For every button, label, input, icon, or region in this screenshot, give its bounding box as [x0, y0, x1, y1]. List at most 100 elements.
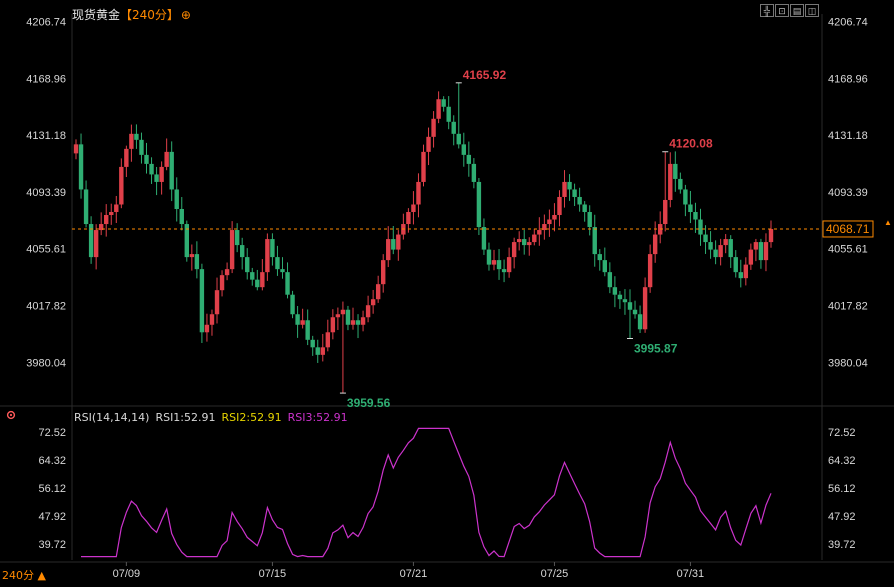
candle-body	[300, 320, 305, 325]
candle-body	[753, 242, 759, 250]
candle-body	[169, 151, 174, 190]
candle-body	[295, 314, 300, 325]
candle-body	[708, 242, 713, 250]
candle-body	[421, 151, 426, 182]
candle-body	[587, 212, 592, 228]
candle-body	[506, 257, 512, 273]
candle-body	[149, 163, 154, 175]
candle-body	[98, 224, 104, 231]
candle-body	[360, 317, 366, 325]
low-label: 3959.56	[347, 396, 391, 410]
candle-body	[234, 230, 240, 246]
candle-body	[501, 269, 507, 273]
candle-body	[537, 230, 542, 235]
candle-body	[310, 339, 315, 348]
candle-body	[768, 228, 774, 243]
candle-body	[93, 230, 99, 258]
candle-body	[330, 317, 336, 333]
candle-body	[511, 242, 517, 258]
rsi1-value: RSI1:52.91	[155, 411, 216, 424]
candle-body	[496, 260, 502, 270]
candle-body	[134, 133, 139, 140]
rsi2-value: RSI2:52.91	[221, 411, 282, 424]
candle-body	[114, 204, 119, 213]
period-selector[interactable]: 240分 ▲	[2, 567, 46, 583]
settings-icon[interactable]	[5, 410, 17, 420]
target-icon[interactable]: ⊕	[180, 8, 191, 22]
candle-body	[164, 151, 169, 167]
candle-body	[668, 163, 673, 200]
candle-body	[320, 347, 325, 355]
candle-body	[411, 204, 416, 213]
candle-body	[386, 239, 391, 261]
candle-body	[325, 332, 331, 348]
indicator-icon[interactable]: ▤	[790, 4, 804, 17]
instrument-name: 现货黄金	[72, 8, 121, 22]
rsi-line	[81, 427, 772, 558]
candle-body	[88, 224, 94, 258]
candle-body	[381, 260, 386, 285]
price-tick-right: 3980.04	[828, 357, 868, 369]
time-tick-label: 07/21	[400, 568, 428, 580]
candle-body	[733, 257, 738, 273]
candle-body	[738, 272, 743, 279]
candle-body	[144, 154, 149, 164]
candle-body	[673, 163, 678, 179]
rsi-tick-right: 72.52	[828, 427, 856, 439]
candle-body	[562, 181, 567, 197]
candle-body	[527, 242, 532, 246]
candle-body	[219, 275, 225, 291]
candle-body	[250, 272, 255, 280]
candle-body	[607, 272, 613, 288]
candle-body	[184, 224, 189, 258]
candle-body	[214, 290, 220, 315]
price-tick-left: 4017.82	[26, 300, 66, 312]
candle-body	[199, 269, 205, 333]
rsi-legend: RSI(14,14,14) RSI1:52.91 RSI2:52.91 RSI3:52…	[74, 411, 354, 424]
candle-body	[577, 196, 582, 205]
price-tick-right: 4017.82	[828, 300, 868, 312]
candle-body	[743, 264, 749, 279]
candle-body	[350, 320, 356, 325]
candle-body	[532, 234, 537, 243]
price-tick-right: 4055.61	[828, 244, 868, 256]
candle-body	[698, 219, 703, 235]
price-tick-left: 4206.74	[26, 16, 66, 28]
rsi-tick-left: 56.12	[38, 483, 66, 495]
candle-body	[391, 239, 396, 250]
candle-body	[104, 215, 109, 225]
chart-title: 现货黄金【240分】 ⊕	[72, 6, 191, 23]
candle-body	[159, 166, 164, 182]
candle-body	[275, 257, 280, 270]
candle-body	[370, 299, 376, 306]
candle-body	[647, 254, 653, 288]
candle-body	[763, 242, 769, 261]
price-tick-right: 4168.96	[828, 73, 868, 85]
crosshair-icon[interactable]: ╬	[760, 4, 774, 17]
candle-body	[703, 234, 708, 243]
candle-body	[572, 189, 577, 197]
time-tick-label: 07/25	[541, 568, 569, 580]
rsi3-value: RSI3:52.91	[287, 411, 348, 424]
candle-body	[255, 279, 260, 288]
candle-body	[557, 196, 562, 216]
candle-body	[209, 314, 215, 325]
candle-body	[290, 294, 295, 315]
candle-body	[602, 260, 608, 273]
rsi-tick-right: 64.32	[828, 455, 856, 467]
fit-icon[interactable]: ⊡	[775, 4, 789, 17]
candle-body	[642, 287, 648, 330]
rsi-tick-right: 47.92	[828, 511, 856, 523]
candle-body	[154, 174, 159, 182]
candle-body	[582, 204, 587, 213]
candle-body	[189, 254, 195, 258]
candle-body	[83, 189, 89, 225]
candle-body	[194, 254, 200, 270]
period-label[interactable]: 【240分】	[120, 8, 179, 22]
high-label: 4120.08	[669, 137, 713, 151]
scale-icon[interactable]: ◫	[805, 4, 819, 17]
rsi-title: RSI(14,14,14)	[74, 411, 150, 424]
rsi-tick-left: 72.52	[38, 427, 66, 439]
